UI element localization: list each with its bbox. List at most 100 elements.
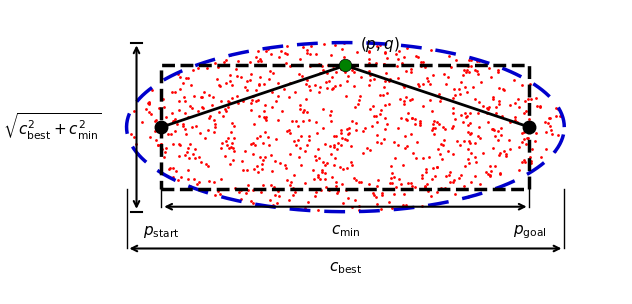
Point (209, 118, 219, 123)
Point (347, 204, 357, 209)
Point (414, 84, 424, 89)
Point (204, 116, 214, 121)
Point (300, 181, 310, 185)
Point (402, 117, 412, 122)
Point (175, 143, 185, 148)
Point (432, 190, 442, 195)
Point (379, 61, 389, 66)
Point (391, 185, 401, 190)
Point (295, 145, 305, 150)
Point (248, 94, 258, 99)
Point (261, 117, 271, 122)
Point (392, 75, 403, 80)
Point (192, 182, 202, 187)
Point (523, 116, 533, 121)
Point (236, 75, 246, 80)
Point (428, 125, 439, 130)
Point (444, 173, 454, 178)
Point (389, 192, 399, 197)
Text: $c_{\mathrm{min}}$: $c_{\mathrm{min}}$ (331, 224, 360, 239)
Point (449, 192, 459, 196)
Point (514, 144, 525, 149)
Point (399, 192, 410, 196)
Point (180, 152, 190, 157)
Point (491, 105, 501, 109)
Point (327, 175, 337, 180)
Point (439, 72, 449, 77)
Point (131, 142, 141, 147)
Point (512, 119, 522, 124)
Point (372, 183, 382, 188)
Point (406, 181, 416, 185)
Point (180, 110, 190, 115)
Point (450, 92, 460, 97)
Point (354, 203, 364, 208)
Point (193, 155, 204, 160)
Point (289, 138, 299, 143)
Point (330, 83, 340, 88)
Point (214, 83, 224, 88)
Point (463, 123, 473, 128)
Point (439, 137, 449, 142)
Point (284, 130, 295, 135)
Point (461, 115, 471, 120)
Point (343, 126, 353, 131)
Point (520, 99, 530, 104)
Point (470, 155, 480, 160)
Point (224, 100, 234, 105)
Point (372, 139, 382, 144)
Point (387, 206, 397, 211)
Point (406, 66, 416, 71)
Point (407, 96, 417, 101)
Point (159, 150, 169, 155)
Point (399, 146, 410, 151)
Point (464, 58, 474, 63)
Point (216, 176, 226, 181)
Point (181, 76, 191, 81)
Point (227, 96, 237, 101)
Point (394, 48, 404, 53)
Point (420, 184, 430, 189)
Point (300, 108, 310, 112)
Text: $c_{\mathrm{best}}$: $c_{\mathrm{best}}$ (329, 261, 362, 276)
Point (181, 150, 191, 154)
Point (487, 169, 497, 174)
Point (144, 100, 154, 105)
Point (381, 70, 391, 75)
Point (328, 86, 338, 91)
Point (288, 192, 298, 197)
Point (223, 105, 233, 109)
Point (146, 111, 156, 116)
Point (233, 74, 243, 79)
Point (174, 142, 184, 147)
Point (447, 106, 458, 111)
Point (173, 71, 183, 76)
Point (186, 82, 197, 87)
Point (175, 86, 185, 91)
Point (384, 76, 394, 81)
Point (386, 176, 396, 181)
Point (526, 97, 536, 102)
Point (342, 79, 352, 84)
Point (310, 82, 320, 87)
Point (267, 168, 277, 173)
Point (236, 196, 246, 201)
Point (437, 125, 447, 130)
Point (204, 92, 214, 97)
Point (547, 132, 557, 136)
Point (258, 140, 269, 145)
Point (396, 116, 406, 121)
Point (336, 82, 346, 87)
Point (399, 102, 410, 106)
Point (320, 141, 331, 146)
Point (478, 103, 488, 108)
Point (163, 131, 173, 136)
Point (265, 198, 275, 202)
Point (327, 87, 337, 92)
Point (293, 123, 303, 128)
Point (420, 166, 430, 171)
Point (367, 124, 377, 129)
Point (267, 89, 277, 94)
Point (465, 111, 475, 116)
Point (200, 135, 210, 140)
